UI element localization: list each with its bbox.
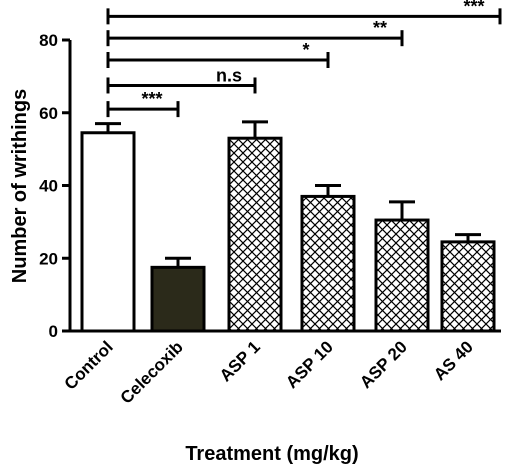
significance-bracket: *	[106, 40, 330, 69]
significance-label: ***	[463, 0, 484, 16]
significance-label: **	[373, 18, 387, 38]
bar-celecoxib	[150, 265, 206, 333]
y-tick-label: 40	[39, 177, 58, 196]
bar-control	[80, 131, 136, 333]
significance-bracket: n.s	[106, 65, 257, 94]
bar-asp-1	[227, 136, 283, 333]
y-tick-label: 80	[39, 31, 58, 50]
significance-label: n.s	[216, 65, 242, 85]
y-tick-label: 0	[49, 322, 58, 341]
x-category-label: Celecoxib	[117, 337, 187, 407]
significance-bracket: ***	[106, 0, 502, 25]
bar-as-40	[440, 240, 496, 333]
x-category-label: ASP 20	[356, 337, 411, 392]
y-tick-label: 20	[39, 249, 58, 268]
y-tick-label: 60	[39, 104, 58, 123]
bar-asp-20	[374, 218, 430, 333]
bar-asp-10	[300, 194, 356, 333]
y-axis-title: Number of writhings	[9, 89, 31, 283]
significance-label: ***	[141, 89, 162, 109]
x-axis-title: Treatment (mg/kg)	[185, 443, 358, 465]
x-category-label: ASP 10	[282, 337, 337, 392]
x-category-label: Control	[61, 337, 117, 393]
significance-bracket: **	[106, 18, 404, 47]
significance-label: *	[302, 40, 309, 60]
significance-bracket: ***	[106, 89, 180, 118]
x-category-label: ASP 1	[216, 337, 264, 385]
y-axis: 0 20 40 60 80	[39, 31, 72, 341]
x-category-label: AS 40	[430, 337, 477, 384]
